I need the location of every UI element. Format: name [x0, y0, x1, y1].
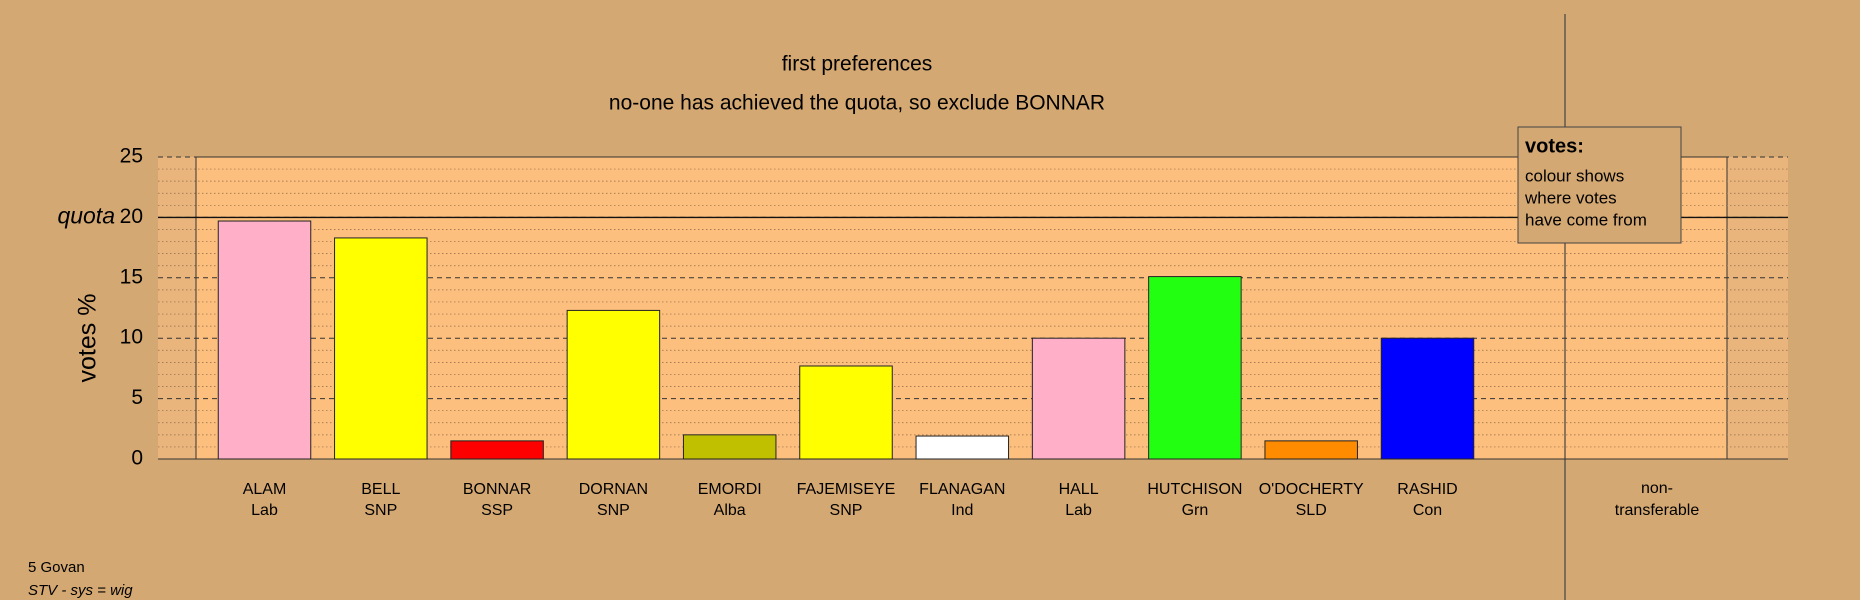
party-label: SNP [364, 502, 397, 519]
footer-line: 5 Govan [28, 559, 85, 576]
x-tick-label: O'DOCHERTY [1259, 481, 1364, 498]
bar [799, 365, 893, 460]
y-tick-label: 0 [131, 447, 143, 470]
party-label: Ind [951, 502, 973, 519]
x-tick-label: transferable [1615, 502, 1700, 519]
bar [1380, 337, 1475, 460]
legend-text: where votes [1524, 188, 1617, 207]
y-tick-label: 5 [131, 386, 143, 409]
legend-title: votes: [1525, 135, 1584, 157]
x-tick-label: FAJEMISEYE [797, 481, 896, 498]
bar [566, 309, 661, 460]
x-tick-label: RASHID [1397, 481, 1457, 498]
x-tick-label: BONNAR [463, 481, 531, 498]
party-label: SSP [481, 502, 513, 519]
y-tick-label: 15 [120, 265, 143, 288]
x-tick-label: non- [1641, 480, 1673, 497]
x-tick-label: BELL [361, 481, 400, 498]
footer-line: STV - sys = wig [28, 582, 133, 599]
party-label: Lab [251, 502, 278, 519]
party-label: SLD [1296, 502, 1327, 519]
bar [915, 435, 1010, 460]
party-label: Alba [714, 502, 746, 519]
legend-box [1517, 126, 1682, 244]
party-label: Lab [1065, 502, 1092, 519]
bar [217, 220, 312, 460]
bar [1148, 276, 1242, 460]
party-label: SNP [597, 502, 630, 519]
bar [682, 434, 777, 460]
bar [1264, 440, 1358, 460]
x-tick-label: EMORDI [698, 481, 762, 498]
y-tick-label: 10 [120, 326, 143, 349]
bar [450, 440, 544, 460]
y-tick-label: 20 [120, 205, 143, 228]
legend-text: colour shows [1525, 166, 1624, 185]
x-tick-label: DORNAN [579, 481, 648, 498]
chart-title: first preferences [782, 53, 933, 76]
x-tick-label: HUTCHISON [1147, 481, 1242, 498]
y-axis-title: votes % [74, 294, 102, 383]
legend-text: have come from [1525, 210, 1647, 229]
party-label: SNP [830, 502, 863, 519]
party-label: Grn [1182, 502, 1209, 519]
quota-label: quota [57, 202, 115, 228]
bar [1031, 337, 1126, 460]
x-tick-label: HALL [1059, 481, 1099, 498]
bar [334, 237, 428, 460]
x-tick-label: FLANAGAN [919, 481, 1005, 498]
party-label: Con [1413, 502, 1442, 519]
x-tick-label: ALAM [243, 481, 287, 498]
chart-subtitle: no-one has achieved the quota, so exclud… [609, 92, 1105, 115]
y-tick-label: 25 [120, 145, 143, 168]
